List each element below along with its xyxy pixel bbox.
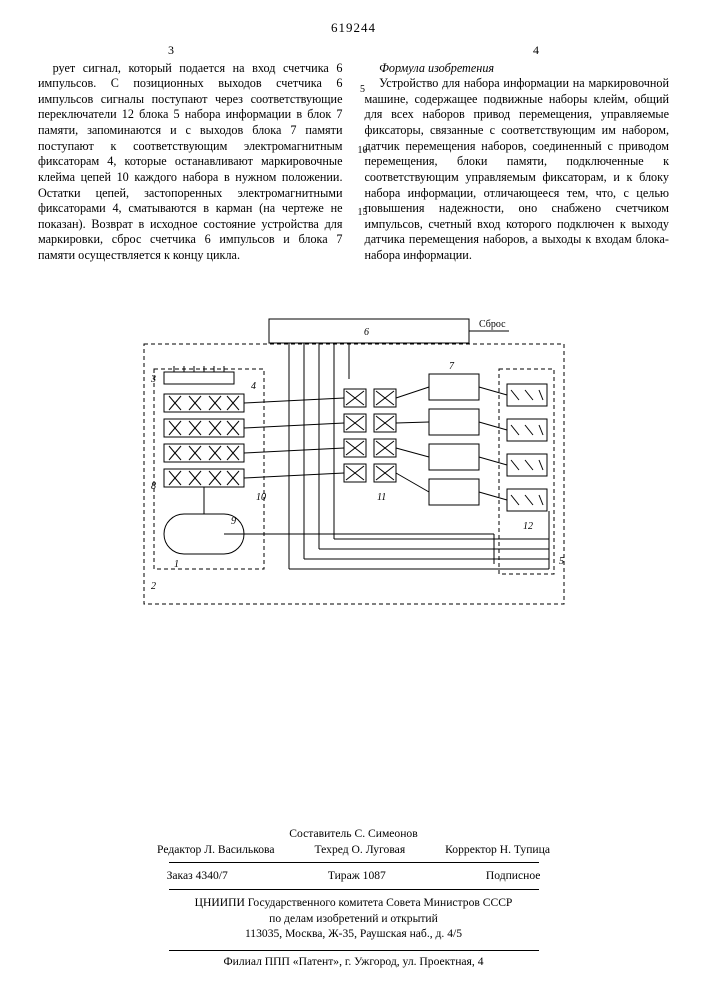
figure-label: 11	[377, 492, 386, 503]
figure-label: 10	[256, 492, 266, 503]
branch-text: Филиал ППП «Патент», г. Ужгород, ул. Про…	[223, 955, 483, 968]
compiler: Составитель С. Симеонов	[0, 826, 707, 842]
figure-label-reset: Сброс	[479, 319, 506, 330]
figure-label: 1	[174, 559, 179, 570]
schematic-svg: Сброс 6 3 4 8 9 1 2 10 11 7 12 5	[139, 314, 569, 614]
institution-line-1: ЦНИИПИ Государственного комитета Совета …	[0, 895, 707, 911]
figure-label: 6	[364, 327, 369, 338]
document-number: 619244	[38, 20, 669, 37]
colophon: Составитель С. Симеонов Редактор Л. Васи…	[0, 826, 707, 942]
colophon-separator	[169, 862, 539, 863]
figure-label: 12	[523, 521, 533, 532]
branch-line: Филиал ППП «Патент», г. Ужгород, ул. Про…	[0, 950, 707, 970]
line-ref: 10	[354, 146, 372, 156]
institution-line-2: по делам изобретений и открытий	[0, 911, 707, 927]
figure-label: 5	[559, 556, 564, 567]
left-paragraph: рует сигнал, который подается на вход сч…	[38, 61, 343, 264]
colophon-separator	[169, 889, 539, 890]
institution-address: 113035, Москва, Ж-35, Раушская наб., д. …	[0, 926, 707, 942]
order-number: Заказ 4340/7	[167, 868, 228, 884]
circulation: Тираж 1087	[328, 868, 386, 884]
figure-label: 3	[150, 374, 156, 385]
page-number-left: 3	[168, 43, 174, 58]
line-ref: 5	[354, 85, 372, 95]
line-ref: 15	[354, 208, 372, 218]
page-number-right: 4	[533, 43, 539, 58]
techred-credit: Техред О. Луговая	[315, 842, 406, 858]
corrector-credit: Корректор Н. Тупица	[445, 842, 550, 858]
right-paragraph: Устройство для набора информации на марк…	[365, 76, 670, 263]
figure-label: 2	[151, 581, 156, 592]
branch-separator	[169, 950, 539, 951]
claims-title: Формула изобретения	[365, 61, 670, 77]
figure-label: 7	[449, 361, 455, 372]
figure-label: 4	[251, 381, 256, 392]
subscription: Подписное	[486, 868, 541, 884]
left-column: рует сигнал, который подается на вход сч…	[38, 61, 343, 264]
page-number-row: 3 4	[38, 43, 669, 57]
schematic-figure: Сброс 6 3 4 8 9 1 2 10 11 7 12 5	[139, 314, 569, 614]
editor-credit: Редактор Л. Василькова	[157, 842, 275, 858]
right-column: Формула изобретения Устройство для набор…	[365, 61, 670, 264]
patent-page: 619244 3 4 рует сигнал, который подается…	[0, 0, 707, 1000]
figure-label: 8	[151, 481, 156, 492]
figure-label: 9	[231, 516, 236, 527]
